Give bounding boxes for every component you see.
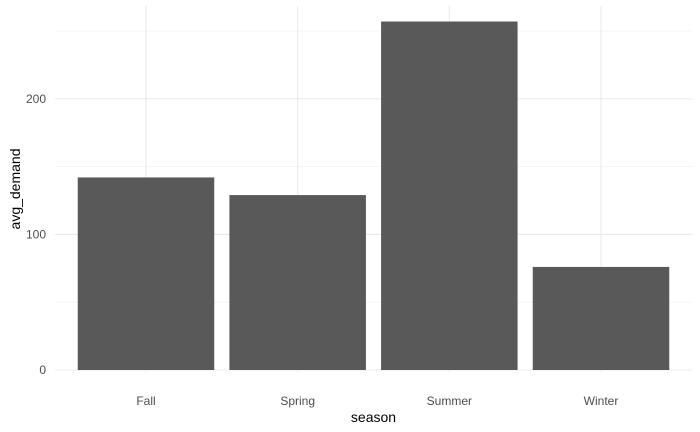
x-tick-labels: Fall Spring Summer Winter [136, 394, 618, 408]
bar-summer [381, 21, 518, 371]
x-axis-title: season [351, 409, 396, 425]
bar-fall [77, 177, 215, 370]
bars [77, 21, 670, 371]
bar-spring [229, 195, 366, 370]
y-axis-title: avg_demand [7, 149, 23, 230]
y-tick-label: 0 [39, 363, 46, 377]
x-tick-label: Fall [136, 394, 155, 408]
bar-winter [532, 266, 670, 370]
y-tick-label: 100 [26, 227, 46, 241]
x-tick-label: Winter [584, 394, 619, 408]
y-tick-label: 200 [26, 92, 46, 106]
x-tick-label: Summer [427, 394, 472, 408]
y-tick-labels: 0 100 200 [26, 92, 46, 377]
x-tick-label: Spring [280, 394, 315, 408]
